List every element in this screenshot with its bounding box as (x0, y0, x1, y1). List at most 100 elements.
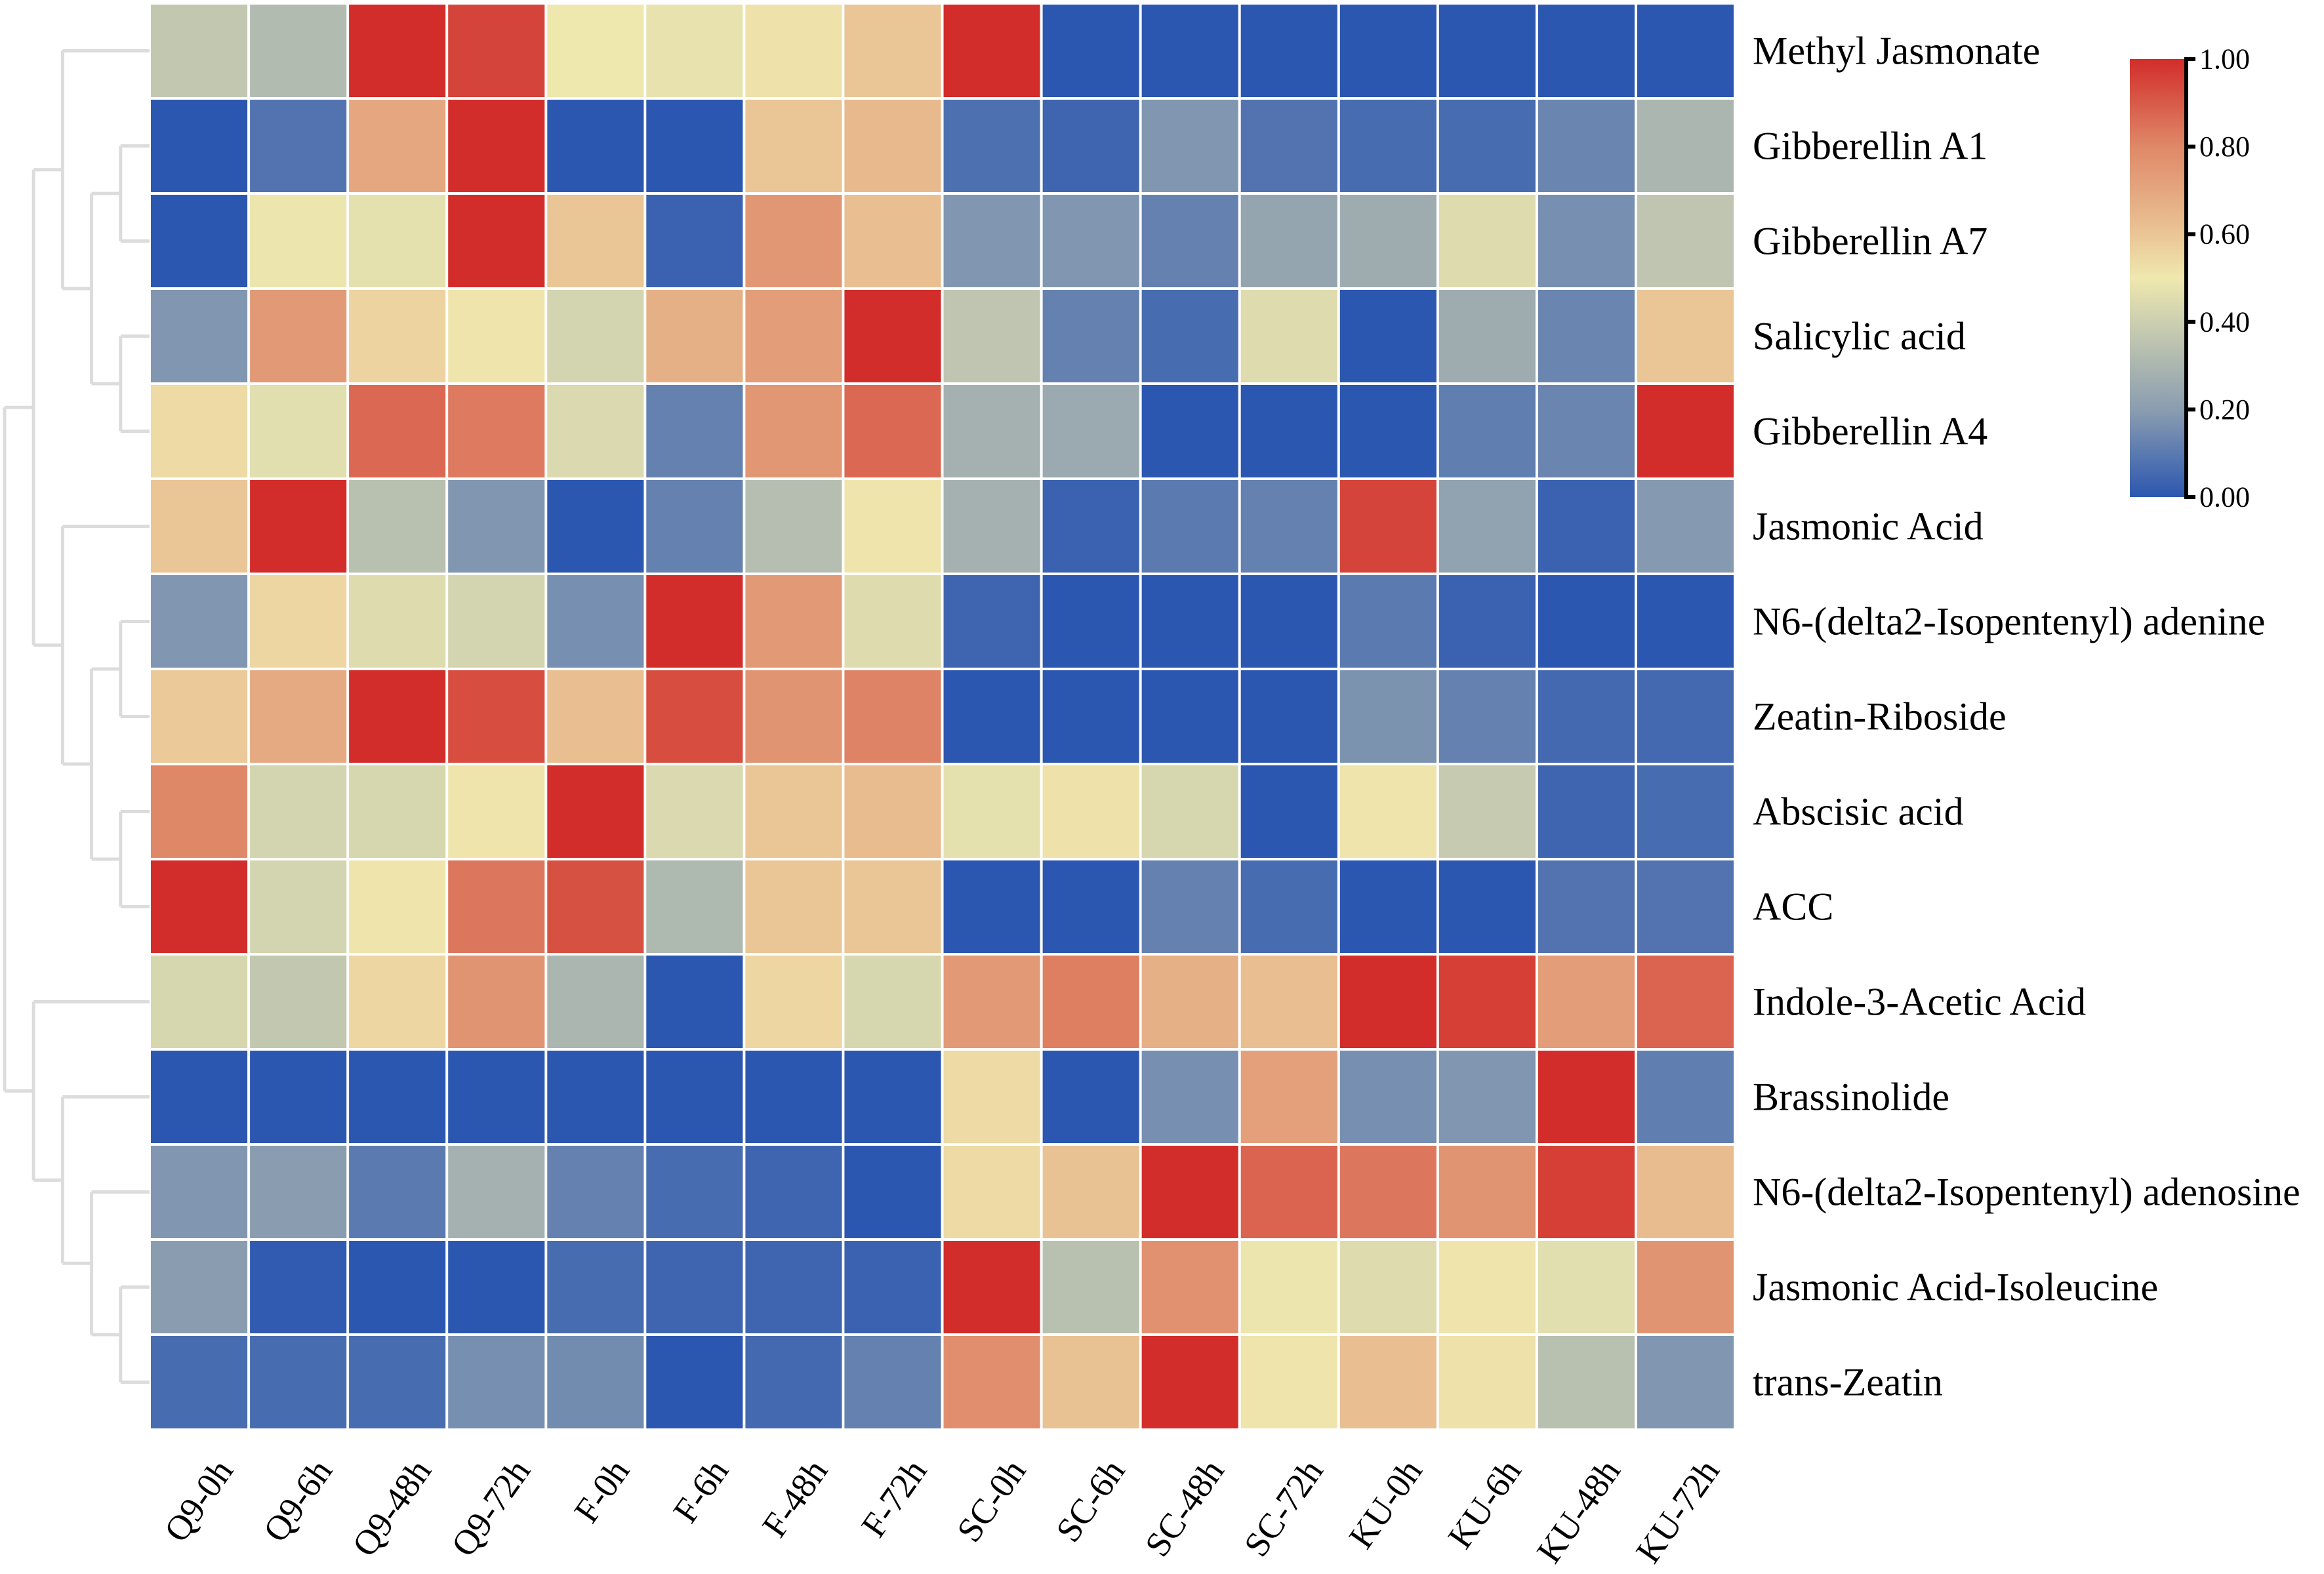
heatmap-cell (646, 1146, 743, 1238)
heatmap-cell (745, 100, 842, 192)
heatmap-cell (448, 5, 545, 97)
heatmap-cell (349, 385, 446, 477)
column-label: F-0h (566, 1452, 637, 1529)
heatmap-cell (547, 100, 644, 192)
heatmap-cell (943, 765, 1040, 858)
heatmap-cell (646, 1241, 743, 1333)
heatmap-cell (151, 480, 248, 573)
heatmap-cell (1438, 956, 1536, 1048)
heatmap-cell (250, 385, 347, 477)
heatmap-cell (1538, 195, 1635, 287)
column-label: SC-72h (1236, 1452, 1331, 1564)
heatmap-cell (151, 860, 248, 953)
row-label: Salicylic acid (1753, 315, 1966, 358)
row-label: ACC (1753, 885, 1833, 929)
heatmap-cell (448, 765, 545, 858)
heatmap-cell (1538, 765, 1635, 858)
heatmap-cell (1339, 1241, 1437, 1333)
heatmap-cell (1042, 1241, 1139, 1333)
heatmap-cell (1141, 956, 1238, 1048)
heatmap-cell (547, 195, 644, 287)
heatmap-cell (844, 195, 941, 287)
colorbar-tick-label: 0.00 (2199, 481, 2250, 514)
heatmap-cell (1538, 480, 1635, 573)
heatmap-cell (1141, 100, 1238, 192)
row-label: Methyl Jasmonate (1753, 30, 2040, 73)
heatmap-cell (646, 195, 743, 287)
heatmap-cell (646, 1336, 743, 1428)
heatmap-cell (1637, 290, 1734, 382)
heatmap-cell (151, 1336, 248, 1428)
heatmap-cell (745, 956, 842, 1048)
heatmap-cell (1141, 290, 1238, 382)
heatmap-cell (943, 290, 1040, 382)
heatmap-cell (1042, 575, 1139, 668)
column-label: Q9-72h (443, 1452, 538, 1564)
heatmap-cell (1042, 1146, 1139, 1238)
column-label: KU-48h (1529, 1452, 1628, 1569)
heatmap-cell (1141, 765, 1238, 858)
column-label: SC-48h (1137, 1452, 1232, 1564)
heatmap-cell (1538, 290, 1635, 382)
heatmap-cell (448, 1241, 545, 1333)
heatmap-cell (943, 5, 1040, 97)
heatmap-cell (151, 385, 248, 477)
heatmap-cell (1141, 575, 1238, 668)
heatmap-cell (1637, 860, 1734, 953)
heatmap-cell (844, 1241, 941, 1333)
heatmap-cell (349, 480, 446, 573)
row-label: Indole-3-Acetic Acid (1753, 980, 2086, 1024)
heatmap-cell (1141, 5, 1238, 97)
column-label: SC-6h (1048, 1452, 1132, 1548)
heatmap-cell (1042, 100, 1139, 192)
heatmap-cell (1339, 765, 1437, 858)
heatmap-cell (745, 765, 842, 858)
row-dendrogram (3, 49, 150, 1384)
heatmap-cell (250, 1146, 347, 1238)
heatmap-cell (1141, 385, 1238, 477)
heatmap-cell (1637, 1241, 1734, 1333)
heatmap-cell (250, 100, 347, 192)
colorbar-tick-label: 0.20 (2199, 394, 2250, 426)
heatmap-cell (745, 385, 842, 477)
heatmap-cell (1637, 1051, 1734, 1143)
heatmap-cell (943, 385, 1040, 477)
heatmap-cell (1637, 195, 1734, 287)
heatmap-cell (250, 860, 347, 953)
heatmap-cell (1438, 1336, 1536, 1428)
heatmap-cell (250, 5, 347, 97)
heatmap-cell (844, 575, 941, 668)
heatmap-cell (1339, 860, 1437, 953)
heatmap-cell (1339, 1146, 1437, 1238)
heatmap-cell (646, 100, 743, 192)
heatmap-cell (1637, 670, 1734, 763)
heatmap-cell (349, 195, 446, 287)
heatmap-cell (151, 290, 248, 382)
heatmap-cell (646, 5, 743, 97)
heatmap-cell (1438, 670, 1536, 763)
column-labels: Q9-0h Q9-6h Q9-48h Q9-72h F-0h F-6h F-48h F-72h… (156, 1452, 1726, 1569)
row-label: N6-(delta2-Isopentenyl) adenine (1753, 600, 2265, 643)
heatmap-cell (250, 480, 347, 573)
heatmap-cell (844, 385, 941, 477)
heatmap-cell (1339, 480, 1437, 573)
heatmap-cell (1339, 290, 1437, 382)
heatmap-cell (349, 290, 446, 382)
heatmap-cell (646, 385, 743, 477)
heatmap-cell (1538, 1336, 1635, 1428)
heatmap-cell (1042, 860, 1139, 953)
heatmap-cells (150, 3, 1735, 1430)
heatmap-cell (151, 5, 248, 97)
colorbar-tick-label: 0.40 (2199, 306, 2250, 338)
heatmap-cell (1339, 195, 1437, 287)
heatmap-cell (745, 860, 842, 953)
column-label: Q9-6h (256, 1452, 340, 1548)
row-labels: Methyl Jasmonate Gibberellin A1 Gibberelli… (1753, 30, 2300, 1404)
heatmap-cell (1240, 195, 1337, 287)
heatmap-cell (745, 1336, 842, 1428)
row-label: Brassinolide (1753, 1076, 1949, 1119)
column-label: F-72h (853, 1452, 934, 1544)
heatmap-cell (1538, 670, 1635, 763)
heatmap-cell (1240, 670, 1337, 763)
heatmap-cell (844, 670, 941, 763)
